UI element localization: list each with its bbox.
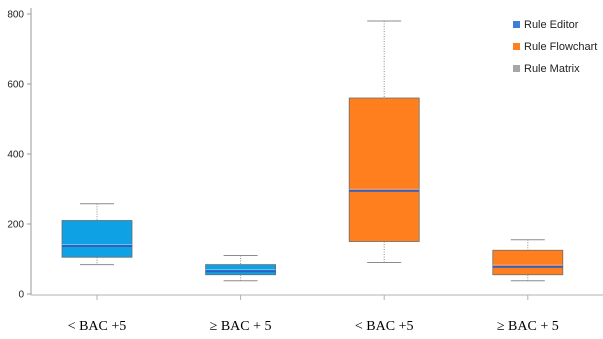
- x-tick-label: ≥ BAC + 5: [497, 319, 559, 334]
- legend-swatch-2: [513, 65, 520, 72]
- legend-label-1: Rule Flowchart: [524, 41, 597, 53]
- y-tick-label: 400: [7, 150, 24, 161]
- legend-label-0: Rule Editor: [524, 19, 579, 31]
- x-tick-label: < BAC +5: [355, 319, 414, 334]
- y-tick-label: 800: [7, 10, 24, 21]
- legend-label-2: Rule Matrix: [524, 63, 580, 75]
- box-1-2: [348, 97, 420, 242]
- legend-swatch-0: [513, 21, 520, 28]
- x-tick-label: ≥ BAC + 5: [210, 319, 272, 334]
- y-tick-label: 0: [18, 290, 24, 301]
- x-tick-label: < BAC +5: [68, 319, 127, 334]
- y-tick-label: 600: [7, 80, 24, 91]
- box-0-0: [61, 220, 133, 258]
- y-tick-label: 200: [7, 220, 24, 231]
- legend-swatch-1: [513, 43, 520, 50]
- box-1-3: [492, 249, 564, 276]
